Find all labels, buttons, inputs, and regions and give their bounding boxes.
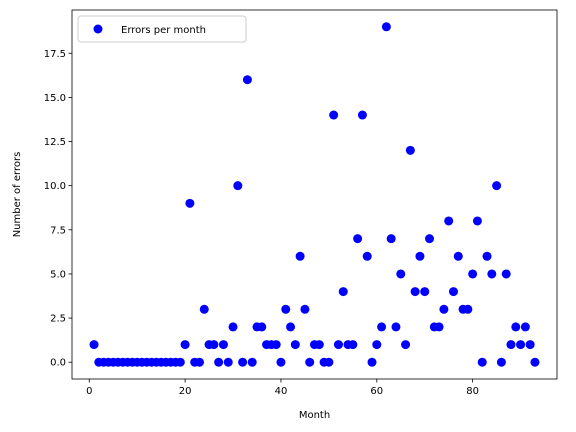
data-point xyxy=(501,269,511,279)
data-point xyxy=(496,357,506,367)
y-tick-label: 7.5 xyxy=(50,225,66,236)
data-point xyxy=(333,340,343,350)
data-point xyxy=(242,75,252,85)
y-axis-label: Number of errors xyxy=(12,152,23,238)
data-point xyxy=(405,145,415,155)
data-point xyxy=(281,304,291,314)
legend-marker xyxy=(93,24,103,34)
x-tick-label: 40 xyxy=(275,386,288,397)
x-tick-label: 80 xyxy=(466,386,479,397)
data-point xyxy=(324,357,334,367)
data-point xyxy=(477,357,487,367)
data-point xyxy=(338,287,348,297)
data-point xyxy=(348,340,358,350)
data-point xyxy=(410,287,420,297)
plot-frame xyxy=(71,9,558,380)
data-point xyxy=(391,322,401,332)
plot-area xyxy=(72,10,557,379)
data-point xyxy=(415,251,425,261)
data-point xyxy=(362,251,372,261)
data-point xyxy=(492,181,502,191)
y-tick-label: 0.0 xyxy=(50,358,66,369)
data-point xyxy=(439,304,449,314)
data-point xyxy=(209,340,219,350)
data-point xyxy=(228,322,238,332)
data-point xyxy=(257,322,267,332)
data-point xyxy=(386,234,396,244)
data-point xyxy=(286,322,296,332)
x-axis-label: Month xyxy=(299,410,330,421)
data-point xyxy=(487,269,497,279)
data-point xyxy=(357,110,367,120)
data-point xyxy=(506,340,516,350)
data-point xyxy=(377,322,387,332)
y-axis: 0.0 2.5 5.0 7.5 10.0 12.5 15.0 17.5 xyxy=(44,49,72,369)
data-point xyxy=(89,340,99,350)
data-point xyxy=(425,234,435,244)
data-point xyxy=(180,340,190,350)
legend-label: Errors per month xyxy=(121,25,206,36)
data-point xyxy=(271,340,281,350)
data-point xyxy=(290,340,300,350)
legend-box xyxy=(77,15,247,43)
data-point xyxy=(511,322,521,332)
y-tick-label: 12.5 xyxy=(44,137,66,148)
data-point xyxy=(276,357,286,367)
y-tick-label: 10.0 xyxy=(44,181,66,192)
y-tick-label: 15.0 xyxy=(44,93,66,104)
data-point xyxy=(247,357,257,367)
data-point xyxy=(396,269,406,279)
data-point xyxy=(420,287,430,297)
data-point xyxy=(199,304,209,314)
data-point xyxy=(223,357,233,367)
y-tick-label: 5.0 xyxy=(50,269,66,280)
data-point xyxy=(381,22,391,32)
data-point xyxy=(530,357,540,367)
data-point xyxy=(314,340,324,350)
data-point xyxy=(295,251,305,261)
data-point xyxy=(185,198,195,208)
data-point xyxy=(194,357,204,367)
data-point xyxy=(444,216,454,226)
x-tick-label: 20 xyxy=(179,386,192,397)
legend: Errors per month xyxy=(77,15,247,43)
y-tick-label: 2.5 xyxy=(50,314,66,325)
data-point xyxy=(463,304,473,314)
data-point xyxy=(525,340,535,350)
x-axis: 0 20 40 60 80 xyxy=(86,379,479,397)
data-point xyxy=(300,304,310,314)
data-point xyxy=(175,357,185,367)
data-point xyxy=(218,340,228,350)
data-point xyxy=(233,181,243,191)
data-point xyxy=(353,234,363,244)
data-point xyxy=(367,357,377,367)
data-point xyxy=(520,322,530,332)
data-point xyxy=(468,269,478,279)
data-point xyxy=(472,216,482,226)
data-point xyxy=(482,251,492,261)
data-points xyxy=(89,22,540,367)
data-point xyxy=(453,251,463,261)
x-tick-label: 60 xyxy=(370,386,383,397)
data-point xyxy=(434,322,444,332)
data-point xyxy=(448,287,458,297)
data-point xyxy=(329,110,339,120)
data-point xyxy=(214,357,224,367)
data-point xyxy=(516,340,526,350)
data-point xyxy=(401,340,411,350)
x-tick-label: 0 xyxy=(86,386,92,397)
y-tick-label: 17.5 xyxy=(44,49,66,60)
data-point xyxy=(372,340,382,350)
data-point xyxy=(305,357,315,367)
data-point xyxy=(238,357,248,367)
